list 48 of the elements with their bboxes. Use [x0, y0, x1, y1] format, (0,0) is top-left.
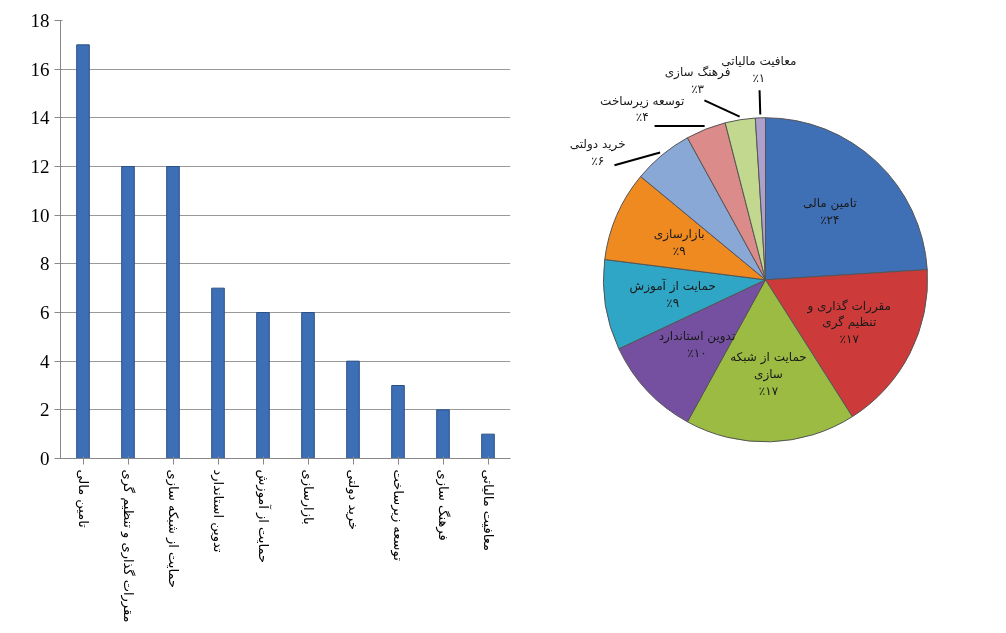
slice-label: تامین مالی — [802, 195, 857, 211]
x-tick-label: بازارسازی — [299, 469, 316, 525]
y-tick-label: 6 — [40, 302, 50, 323]
data-label: ٪۲۴ — [820, 212, 840, 227]
x-tick-label: فرهنگ سازی — [434, 469, 451, 541]
bar — [166, 166, 180, 459]
slice-label: مقررات گذاری و تنظیم گری — [806, 298, 892, 331]
y-tick-label: 18 — [30, 10, 50, 31]
x-tick-label: حمایت از شبکه سازی — [164, 469, 181, 588]
data-label: ٪۱۰ — [687, 345, 707, 360]
bar — [121, 166, 135, 459]
y-tick-label: 16 — [30, 58, 50, 80]
bar — [256, 312, 270, 459]
y-tick-label: 8 — [40, 253, 50, 275]
data-label: ٪۱ — [752, 70, 766, 85]
slice-label: بازارسازی — [653, 227, 705, 243]
y-tick-label: 2 — [40, 399, 50, 421]
data-label: ٪۱۷ — [839, 332, 860, 347]
y-tick-label: 0 — [40, 448, 50, 469]
x-tick-label: مقررات گذاری و تنظیم گری — [119, 469, 136, 623]
data-label: ٪۹ — [672, 243, 686, 258]
x-tick-label: توسعه زیرساخت — [389, 469, 406, 562]
data-label: ٪۱۷ — [758, 383, 779, 398]
bar — [301, 312, 315, 459]
data-label: ٪۴ — [635, 110, 649, 125]
bar — [211, 287, 225, 459]
slice-label: خرید دولتی — [569, 137, 626, 153]
data-label: ٪۳ — [691, 81, 705, 96]
y-tick-label: 14 — [30, 107, 50, 129]
data-label: ٪۹ — [666, 295, 680, 310]
slice-label: حمایت از آموزش — [629, 278, 716, 295]
slice-label: حمایت از شبکه سازی — [730, 349, 807, 382]
x-tick-label: معافیت مالیاتی — [480, 469, 496, 551]
bar — [391, 385, 405, 459]
bar — [76, 44, 90, 459]
x-tick-label: حمایت از آموزش — [254, 469, 272, 563]
y-tick-label: 4 — [40, 350, 50, 372]
x-tick-label: تدوین استاندارد — [209, 469, 226, 553]
bar — [481, 433, 495, 459]
data-label: ٪۶ — [591, 153, 605, 168]
slice-label: تدوین استاندارد — [658, 328, 736, 344]
y-tick-label: 10 — [30, 204, 50, 226]
bar — [436, 409, 450, 459]
bar — [346, 360, 360, 459]
x-tick-label: خرید دولتی — [344, 469, 361, 531]
slice-label: توسعه زیرساخت — [600, 93, 685, 109]
y-tick-label: 12 — [30, 156, 50, 177]
x-tick-label: تامین مالی — [74, 469, 91, 529]
